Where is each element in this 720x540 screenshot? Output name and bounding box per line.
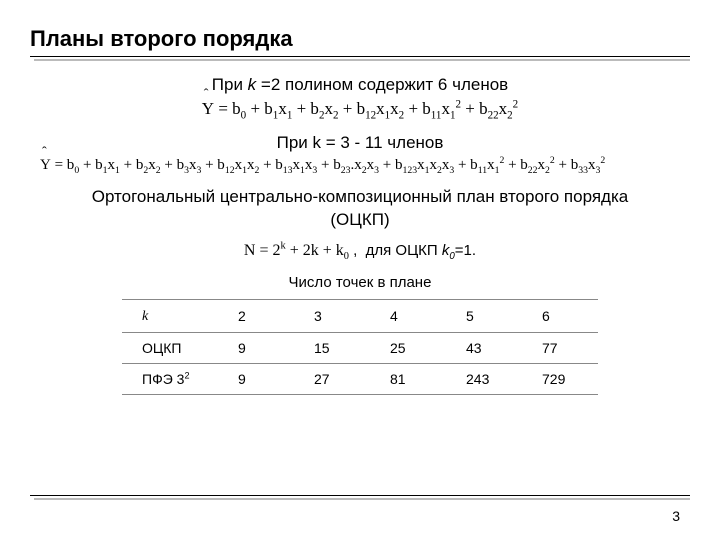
table-cell: 2 <box>218 299 294 332</box>
points-table-body: k23456ОЦКП915254377ПФЭ 3292781243729 <box>122 299 598 394</box>
table-row-label: ОЦКП <box>122 332 218 363</box>
table-row-label: ПФЭ 32 <box>122 363 218 394</box>
table-row: ОЦКП915254377 <box>122 332 598 363</box>
table-row: ПФЭ 3292781243729 <box>122 363 598 394</box>
table-cell: 77 <box>522 332 598 363</box>
page-number: 3 <box>672 508 680 524</box>
line-k2-var: k <box>248 75 257 94</box>
table-cell: 81 <box>370 363 446 394</box>
table-cell: 9 <box>218 363 294 394</box>
footer-line <box>30 495 690 500</box>
title-rule <box>30 56 690 57</box>
table-row-label: k <box>122 299 218 332</box>
line-k2: При k =2 полином содержит 6 членов <box>30 75 690 95</box>
slide: Планы второго порядка При k =2 полином с… <box>0 0 720 540</box>
n-formula: N = 2k + 2k + k0 <box>244 242 349 259</box>
table-row: k23456 <box>122 299 598 332</box>
table-cell: 243 <box>446 363 522 394</box>
table-cell: 27 <box>294 363 370 394</box>
table-cell: 729 <box>522 363 598 394</box>
line-k2-post: =2 полином содержит 6 членов <box>256 75 508 94</box>
table-cell: 9 <box>218 332 294 363</box>
table-cell: 43 <box>446 332 522 363</box>
table-cell: 4 <box>370 299 446 332</box>
line-k2-pre: При <box>212 75 248 94</box>
table-cell: 5 <box>446 299 522 332</box>
title-rule-shadow <box>34 59 690 61</box>
n-formula-line: N = 2k + 2k + k0 , для ОЦКП k0=1. <box>30 242 690 260</box>
line-k3: При k = 3 - 11 членов <box>30 133 690 153</box>
table-cell: 25 <box>370 332 446 363</box>
sub-heading: Ортогональный центрально-композиционный … <box>90 186 630 232</box>
table-cell: 3 <box>294 299 370 332</box>
formula-k2: Y = b0 + b1x1 + b2x2 + b12x1x2 + b11x12 … <box>30 99 690 119</box>
formula-k3: Y = b0 + b1x1 + b2x2 + b3x3 + b12x1x2 + … <box>30 157 690 174</box>
footer-rule <box>30 495 690 496</box>
footer-rule-shadow <box>34 498 690 500</box>
table-cell: 6 <box>522 299 598 332</box>
slide-title: Планы второго порядка <box>30 26 690 52</box>
table-caption: Число точек в плане <box>30 274 690 291</box>
table-cell: 15 <box>294 332 370 363</box>
n-formula-rest: , для ОЦКП k0=1. <box>349 242 476 259</box>
points-table: k23456ОЦКП915254377ПФЭ 3292781243729 <box>122 299 598 395</box>
